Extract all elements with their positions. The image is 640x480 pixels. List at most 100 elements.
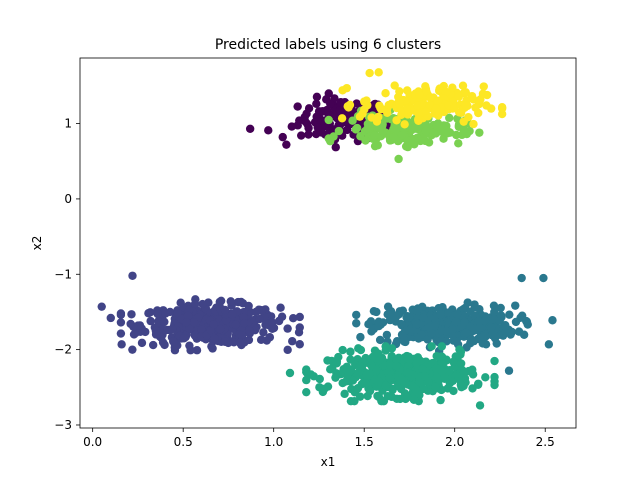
data-point-cluster-4	[334, 126, 344, 136]
data-point-cluster-2	[478, 332, 488, 341]
data-point-cluster-5	[458, 81, 468, 90]
data-point-cluster-3	[403, 354, 413, 364]
data-point-cluster-4	[370, 141, 380, 151]
data-point-cluster-2	[367, 327, 376, 336]
data-point-cluster-3	[420, 371, 429, 381]
data-point-cluster-1	[244, 335, 254, 345]
data-point-cluster-4	[363, 124, 372, 134]
data-point-cluster-3	[383, 392, 392, 401]
data-point-cluster-5	[474, 108, 483, 118]
data-point-cluster-3	[412, 358, 421, 368]
data-point-cluster-2	[469, 336, 479, 346]
data-point-cluster-4	[475, 128, 484, 137]
data-point-cluster-5	[367, 113, 376, 122]
data-point-cluster-1	[160, 317, 169, 326]
data-point-cluster-1	[259, 328, 268, 337]
data-point-cluster-1	[161, 309, 170, 318]
data-point-cluster-1	[116, 310, 126, 320]
data-point-cluster-1	[221, 315, 231, 325]
data-point-cluster-2	[352, 319, 361, 328]
x-axis-ticks: 0.0 0.5 1.0 1.5 2.0 2.5	[83, 428, 555, 449]
data-point-cluster-5	[461, 88, 471, 97]
data-point-cluster-5	[497, 104, 507, 113]
data-point-cluster-3	[331, 373, 340, 382]
data-point-cluster-1	[255, 314, 264, 324]
data-point-cluster-1	[146, 316, 155, 326]
data-point-cluster-4	[421, 126, 431, 136]
data-point-cluster-3	[437, 359, 447, 368]
data-point-cluster-3	[468, 384, 477, 393]
data-point-cluster-0	[304, 104, 314, 113]
data-point-cluster-3	[456, 380, 466, 390]
data-point-cluster-0	[331, 143, 340, 152]
data-point-cluster-5	[374, 68, 383, 77]
data-point-cluster-3	[361, 379, 370, 388]
data-point-cluster-2	[460, 318, 469, 327]
data-point-cluster-2	[419, 313, 428, 322]
data-point-cluster-3	[392, 361, 401, 371]
data-point-cluster-2	[486, 323, 496, 332]
data-point-cluster-5	[414, 116, 423, 126]
data-point-cluster-1	[288, 337, 297, 346]
data-point-cluster-0	[245, 124, 255, 134]
data-point-cluster-5	[337, 114, 347, 123]
data-point-cluster-2	[504, 366, 514, 375]
data-point-cluster-2	[511, 317, 521, 327]
data-point-cluster-1	[127, 310, 136, 319]
data-point-cluster-4	[410, 123, 420, 132]
data-point-cluster-2	[453, 309, 462, 319]
data-point-cluster-0	[293, 102, 302, 111]
data-point-cluster-5	[441, 87, 451, 97]
data-point-cluster-2	[519, 330, 529, 339]
data-point-cluster-4	[429, 128, 438, 137]
data-point-cluster-4	[454, 139, 463, 148]
data-point-cluster-3	[385, 360, 394, 369]
data-point-cluster-0	[278, 132, 287, 142]
data-point-cluster-3	[404, 368, 413, 378]
data-point-cluster-3	[338, 345, 347, 355]
data-point-cluster-1	[240, 318, 249, 328]
data-point-cluster-2	[374, 317, 383, 326]
data-point-cluster-0	[343, 125, 352, 135]
data-point-cluster-1	[209, 320, 218, 329]
data-point-cluster-2	[451, 317, 461, 326]
data-point-cluster-3	[375, 355, 384, 364]
data-point-cluster-2	[424, 323, 434, 332]
data-point-cluster-3	[302, 375, 311, 385]
data-point-cluster-5	[400, 120, 409, 129]
data-point-cluster-5	[376, 103, 385, 112]
x-tick-label: 1.5	[355, 435, 374, 449]
data-point-cluster-2	[489, 314, 498, 324]
data-point-cluster-3	[355, 392, 365, 401]
data-point-cluster-3	[397, 375, 406, 384]
data-point-cluster-1	[226, 297, 235, 306]
data-point-cluster-2	[356, 332, 365, 342]
data-point-cluster-2	[478, 339, 487, 348]
data-point-cluster-2	[500, 321, 510, 331]
data-point-cluster-5	[412, 101, 422, 110]
data-point-cluster-5	[448, 83, 457, 92]
data-point-cluster-1	[173, 308, 182, 318]
data-point-cluster-2	[490, 307, 499, 317]
x-axis-label: x1	[321, 455, 336, 469]
data-point-cluster-1	[252, 307, 261, 317]
data-point-cluster-3	[353, 383, 363, 393]
data-point-cluster-0	[287, 122, 296, 131]
data-point-cluster-5	[426, 93, 435, 103]
data-point-cluster-1	[160, 340, 169, 350]
data-point-cluster-5	[392, 116, 401, 125]
data-point-cluster-1	[190, 299, 200, 309]
data-point-cluster-3	[374, 377, 383, 386]
data-point-cluster-2	[517, 311, 527, 320]
data-point-cluster-1	[97, 302, 106, 311]
data-point-cluster-3	[409, 395, 419, 405]
data-point-cluster-1	[126, 319, 135, 329]
data-point-cluster-3	[445, 366, 454, 375]
y-axis-label: x2	[30, 236, 44, 251]
data-point-cluster-1	[179, 334, 189, 343]
data-point-cluster-2	[364, 320, 373, 329]
data-point-cluster-4	[389, 132, 398, 142]
data-point-cluster-2	[511, 301, 520, 310]
data-point-cluster-3	[385, 373, 394, 383]
